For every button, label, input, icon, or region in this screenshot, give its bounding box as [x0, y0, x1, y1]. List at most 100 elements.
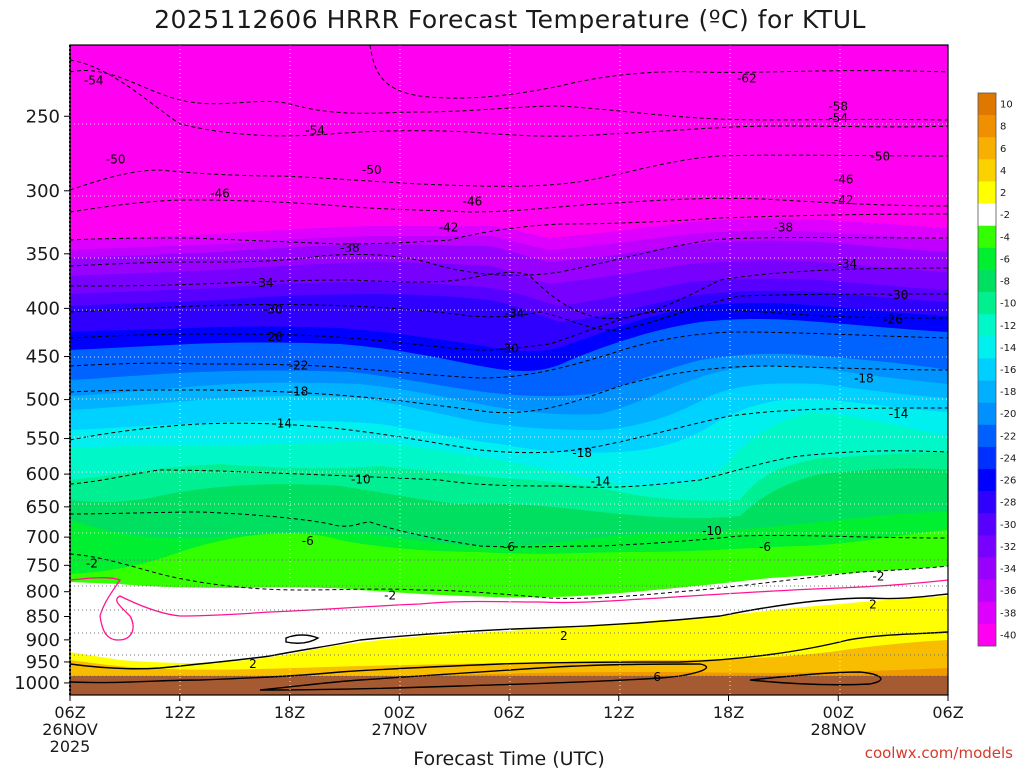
y-tick-label: 550: [26, 429, 60, 450]
negative-contours: [70, 45, 948, 599]
contour-label: -54: [305, 124, 325, 138]
x-tick-label: 27NOV: [371, 720, 427, 739]
contour-label: -30: [499, 341, 519, 355]
x-tick-label: 06Z: [54, 703, 85, 722]
colorbar-label: -14: [1000, 343, 1016, 354]
colorbar-swatch: [978, 137, 996, 160]
colorbar-swatch: [978, 513, 996, 536]
contour-label: -42: [834, 193, 854, 207]
y-tick-label: 700: [26, 527, 60, 548]
contour-label: -6: [302, 534, 314, 548]
positive-contours: [70, 593, 948, 691]
colorbar-label: -36: [1000, 586, 1016, 597]
contour-label: 2: [560, 629, 568, 643]
contour-label: -38: [340, 241, 360, 255]
colorbar-label: -2: [1000, 210, 1010, 221]
contour-label: -2: [873, 570, 885, 584]
grid: [70, 45, 948, 695]
colorbar-swatch: [978, 115, 996, 138]
y-tick-label: 400: [26, 298, 60, 319]
contour-label: -18: [854, 372, 874, 386]
y-tick-label: 900: [26, 630, 60, 651]
y-tick-label: 750: [26, 555, 60, 576]
credit-text[interactable]: coolwx.com/models: [865, 744, 1013, 762]
colorbar-label: -34: [1000, 564, 1016, 575]
ground-below-surface: [70, 676, 948, 695]
y-axis: 250 300 350 400 450 500 550 600 650 700 750 800 850 9…: [14, 106, 70, 694]
temperature-field: -62-58-54-54-54-50-50-50-46-46-46-42-42-…: [70, 45, 948, 695]
colorbar-swatch: [978, 93, 996, 116]
freezing-line: [70, 577, 948, 641]
contour-label: -50: [871, 150, 891, 164]
colorbar-swatch: [978, 314, 996, 337]
y-tick-label: 600: [26, 464, 60, 485]
contour-label: -54: [84, 73, 104, 87]
band-below-minus-40: [70, 45, 948, 240]
contour-label: -30: [889, 288, 909, 302]
y-tick-label: 650: [26, 497, 60, 518]
y-tick-label: 450: [26, 347, 60, 368]
colorbar-label: -10: [1000, 299, 1016, 310]
colorbar-label: -20: [1000, 409, 1016, 420]
colorbar-swatch: [978, 535, 996, 558]
colorbar-swatch: [978, 336, 996, 359]
x-tick-label: 12Z: [164, 703, 195, 722]
x-tick-label: 06Z: [493, 703, 524, 722]
colorbar-swatch: [978, 159, 996, 182]
colorbar-swatch: [978, 181, 996, 204]
contour-label: -46: [210, 187, 230, 201]
contour-label: -46: [463, 195, 483, 209]
colorbar-label: 4: [1000, 166, 1006, 177]
colorbar-label: -26: [1000, 476, 1016, 487]
contour-label: -10: [351, 473, 371, 487]
contour-label: -54: [828, 111, 848, 125]
colorbar-label: -40: [1000, 630, 1016, 641]
contour-label: -34: [838, 257, 858, 271]
x-tick-label: 28NOV: [810, 720, 866, 739]
contour-label: -14: [889, 407, 909, 421]
colorbar-swatch: [978, 225, 996, 249]
y-tick-label: 500: [26, 390, 60, 411]
x-axis-label: Forecast Time (UTC): [413, 748, 604, 768]
colorbar-label: -22: [1000, 431, 1016, 442]
colorbar-label: -38: [1000, 608, 1016, 619]
y-tick-label: 800: [26, 582, 60, 603]
contour-label: 2: [869, 597, 877, 611]
colorbar-label: -32: [1000, 542, 1016, 553]
colorbar-label: -24: [1000, 453, 1016, 464]
x-tick-label: 12Z: [603, 703, 634, 722]
contour-label: -58: [828, 99, 848, 113]
x-tick-label: 00Z: [823, 703, 854, 722]
colorbar-label: -8: [1000, 277, 1010, 288]
colorbar-label: -4: [1000, 232, 1010, 243]
x-tick-label: 18Z: [274, 703, 305, 722]
contour-label: -14: [272, 416, 292, 430]
contour-label: -50: [362, 163, 382, 177]
colorbar: 10 8 6 4 2 -2 -4 -6 -8 -10 -12 -14 -16 -18 -20 -22 -24 -2…: [977, 92, 1016, 647]
contour-label: -6: [759, 540, 771, 554]
y-tick-label: 950: [26, 652, 60, 673]
contour-label: -22: [289, 359, 309, 373]
contour-label: -18: [289, 384, 309, 398]
colorbar-swatch: [978, 247, 996, 271]
colorbar-label: 8: [1000, 122, 1006, 133]
colorbar-swatch: [978, 292, 996, 315]
contour-labels: -62-58-54-54-54-50-50-50-46-46-46-42-42-…: [84, 72, 909, 685]
contour-label: -34: [505, 306, 525, 320]
x-tick-label: 06Z: [932, 703, 963, 722]
colorbar-swatch: [978, 579, 996, 603]
contour-label: 2: [249, 657, 257, 671]
colorbar-swatch: [978, 491, 996, 514]
contour-label: -2: [384, 588, 396, 602]
contour-label: -26: [263, 330, 283, 344]
contour-label: -10: [702, 524, 722, 538]
contour-label: -18: [572, 446, 592, 460]
chart-title: 2025112606 HRRR Forecast Temperature (ºC…: [154, 5, 866, 34]
x-tick-label: 18Z: [713, 703, 744, 722]
colorbar-swatch: [978, 358, 996, 381]
colorbar-swatch: [978, 623, 996, 647]
colorbar-label: -28: [1000, 498, 1016, 509]
colorbar-label: -6: [1000, 254, 1010, 265]
y-tick-label: 250: [26, 106, 60, 127]
